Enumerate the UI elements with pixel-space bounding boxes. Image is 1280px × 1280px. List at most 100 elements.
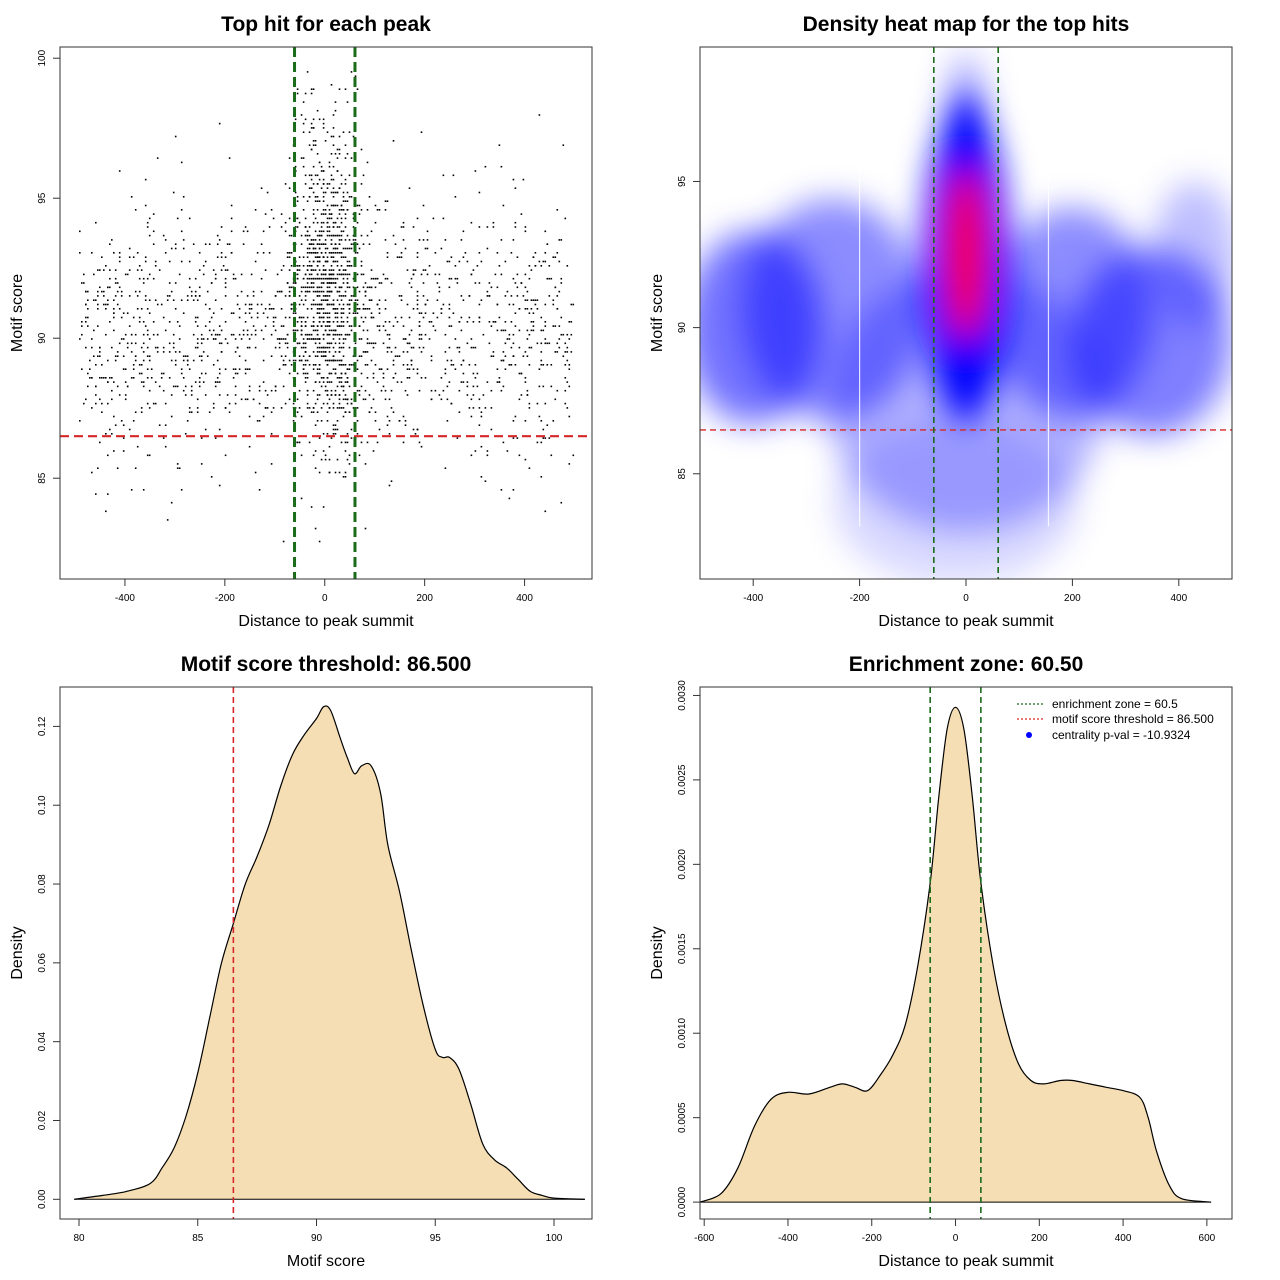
scatter-point	[254, 346, 257, 349]
scatter-point	[314, 144, 317, 146]
y-tick-label: 0.00	[37, 1189, 48, 1209]
scatter-point	[342, 303, 345, 306]
scatter-point	[344, 411, 347, 413]
scatter-point	[334, 234, 337, 237]
scatter-point	[178, 338, 181, 340]
scatter-point	[111, 239, 113, 241]
scatter-point	[111, 389, 113, 392]
scatter-point	[132, 377, 135, 379]
scatter-point	[312, 290, 315, 293]
scatter-point	[360, 265, 363, 267]
scatter-point	[196, 407, 199, 409]
scatter-point	[358, 355, 361, 357]
scatter-point	[296, 265, 299, 267]
scatter-point	[324, 260, 327, 263]
scatter-point	[304, 342, 307, 345]
scatter-point	[408, 187, 411, 189]
scatter-point	[296, 329, 299, 332]
scatter-point	[514, 325, 517, 327]
scatter-point	[328, 351, 331, 353]
scatter-point	[226, 243, 229, 245]
scatter-point	[280, 325, 283, 327]
scatter-point	[109, 269, 111, 271]
scatter-point	[200, 359, 203, 362]
scatter-point	[462, 256, 465, 258]
scatter-point	[258, 420, 261, 422]
scatter-point	[336, 377, 339, 379]
scatter-point	[306, 282, 309, 284]
scatter-point	[326, 359, 329, 362]
scatter-point	[456, 282, 459, 284]
scatter-point	[528, 364, 531, 366]
scatter-point	[146, 454, 149, 457]
scatter-point	[162, 389, 165, 392]
scatter-point	[166, 295, 169, 297]
scatter-point	[512, 303, 515, 306]
scatter-point	[270, 209, 273, 211]
scatter-point	[83, 282, 85, 284]
scatter-point	[394, 346, 397, 349]
scatter-point	[370, 299, 373, 301]
scatter-point	[548, 342, 551, 345]
scatter-point	[396, 355, 399, 357]
scatter-point	[140, 407, 143, 409]
scatter-point	[250, 303, 253, 306]
scatter-point	[278, 290, 281, 293]
scatter-point	[334, 260, 337, 263]
scatter-point	[274, 329, 277, 332]
scatter-point	[324, 351, 327, 353]
scatter-point	[566, 407, 569, 409]
scatter-point	[324, 458, 327, 461]
scatter-point	[262, 338, 265, 340]
scatter-point	[166, 299, 169, 301]
scatter-point	[382, 325, 385, 327]
scatter-point	[504, 329, 507, 332]
scatter-point	[310, 338, 313, 340]
scatter-point	[162, 351, 165, 353]
scatter-point	[346, 286, 349, 289]
scatter-point	[148, 217, 151, 220]
scatter-point	[322, 178, 325, 181]
scatter-point	[146, 226, 149, 228]
scatter-point	[224, 295, 227, 297]
scatter-point	[338, 290, 341, 293]
scatter-point	[392, 377, 395, 379]
scatter-point	[214, 385, 217, 388]
scatter-point	[350, 437, 353, 439]
scatter-point	[170, 501, 173, 504]
scatter-point	[570, 303, 573, 306]
scatter-point	[306, 316, 309, 319]
scatter-point	[142, 351, 145, 353]
scatter-point	[520, 213, 523, 215]
scatter-point	[109, 428, 111, 431]
scatter-point	[328, 381, 331, 383]
y-tick-label: 0.12	[37, 716, 48, 736]
scatter-point	[378, 209, 381, 211]
scatter-point	[304, 183, 307, 185]
scatter-point	[296, 200, 299, 202]
scatter-point	[330, 234, 333, 237]
scatter-point	[224, 407, 227, 409]
scatter-point	[518, 308, 521, 310]
scatter-point	[342, 346, 345, 349]
scatter-point	[342, 131, 345, 133]
scatter-point	[332, 308, 335, 310]
scatter-point	[318, 178, 321, 181]
scatter-point	[466, 260, 469, 263]
scatter-point	[392, 140, 395, 142]
scatter-point	[426, 273, 429, 276]
scatter-point	[87, 308, 89, 310]
scatter-point	[332, 226, 335, 228]
x-tick-label: 200	[1064, 593, 1081, 604]
scatter-point	[192, 243, 195, 245]
scatter-point	[332, 329, 335, 332]
scatter-point	[146, 308, 149, 310]
scatter-point	[344, 183, 347, 185]
scatter-point	[330, 243, 333, 245]
scatter-point	[298, 359, 301, 362]
scatter-point	[390, 389, 393, 392]
scatter-point	[528, 333, 531, 336]
scatter-point	[254, 209, 257, 211]
scatter-point	[202, 265, 205, 267]
scatter-point	[316, 355, 319, 357]
